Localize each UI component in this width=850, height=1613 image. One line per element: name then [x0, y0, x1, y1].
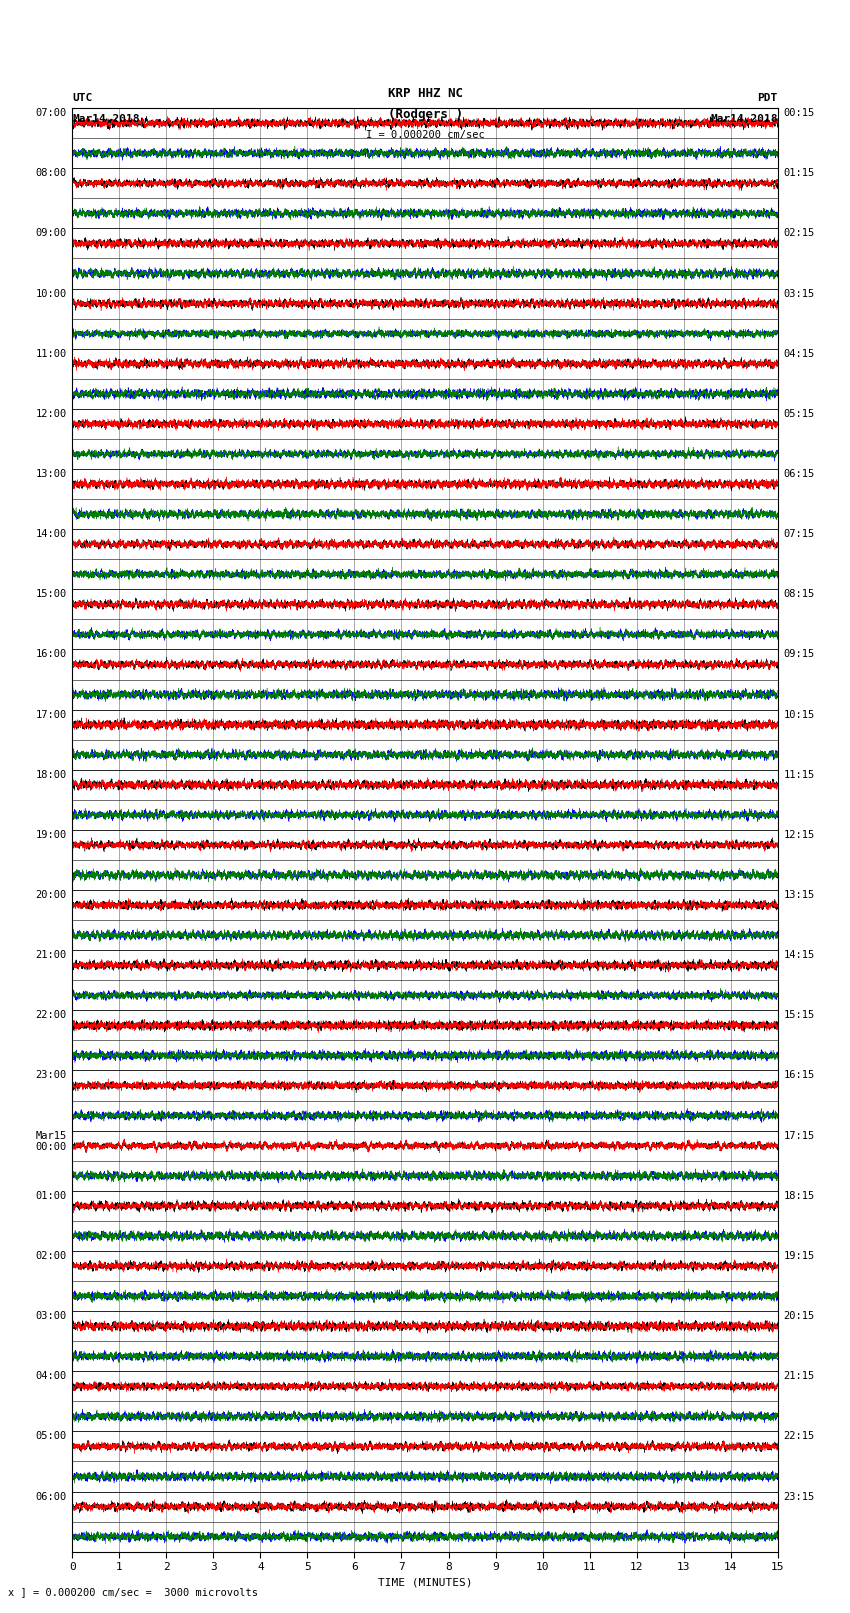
- Text: 19:00: 19:00: [36, 829, 66, 840]
- Text: 16:15: 16:15: [784, 1071, 814, 1081]
- Text: Mar14,2018: Mar14,2018: [711, 115, 778, 124]
- Text: 19:15: 19:15: [784, 1252, 814, 1261]
- Text: 18:15: 18:15: [784, 1190, 814, 1200]
- Text: 03:00: 03:00: [36, 1311, 66, 1321]
- Text: 22:15: 22:15: [784, 1431, 814, 1442]
- Text: 02:15: 02:15: [784, 229, 814, 239]
- Text: 21:00: 21:00: [36, 950, 66, 960]
- Text: 15:15: 15:15: [784, 1010, 814, 1021]
- Text: 05:15: 05:15: [784, 408, 814, 419]
- Text: 07:15: 07:15: [784, 529, 814, 539]
- Text: 05:00: 05:00: [36, 1431, 66, 1442]
- X-axis label: TIME (MINUTES): TIME (MINUTES): [377, 1578, 473, 1587]
- Text: 00:15: 00:15: [784, 108, 814, 118]
- Text: 06:00: 06:00: [36, 1492, 66, 1502]
- Text: 11:00: 11:00: [36, 348, 66, 358]
- Text: x ] = 0.000200 cm/sec =  3000 microvolts: x ] = 0.000200 cm/sec = 3000 microvolts: [8, 1587, 258, 1597]
- Text: Mar15
00:00: Mar15 00:00: [36, 1131, 66, 1152]
- Text: 23:15: 23:15: [784, 1492, 814, 1502]
- Text: UTC: UTC: [72, 94, 93, 103]
- Text: I = 0.000200 cm/sec: I = 0.000200 cm/sec: [366, 131, 484, 140]
- Text: 12:00: 12:00: [36, 408, 66, 419]
- Text: (Rodgers ): (Rodgers ): [388, 108, 462, 121]
- Text: Mar14,2018: Mar14,2018: [72, 115, 139, 124]
- Text: 17:00: 17:00: [36, 710, 66, 719]
- Text: 20:00: 20:00: [36, 890, 66, 900]
- Text: 14:15: 14:15: [784, 950, 814, 960]
- Text: 11:15: 11:15: [784, 769, 814, 779]
- Text: 06:15: 06:15: [784, 469, 814, 479]
- Text: 09:15: 09:15: [784, 650, 814, 660]
- Text: 10:00: 10:00: [36, 289, 66, 298]
- Text: 02:00: 02:00: [36, 1252, 66, 1261]
- Text: 23:00: 23:00: [36, 1071, 66, 1081]
- Text: 14:00: 14:00: [36, 529, 66, 539]
- Text: 13:15: 13:15: [784, 890, 814, 900]
- Text: 12:15: 12:15: [784, 829, 814, 840]
- Text: 13:00: 13:00: [36, 469, 66, 479]
- Text: 01:15: 01:15: [784, 168, 814, 177]
- Text: 10:15: 10:15: [784, 710, 814, 719]
- Text: 03:15: 03:15: [784, 289, 814, 298]
- Text: 16:00: 16:00: [36, 650, 66, 660]
- Text: 01:00: 01:00: [36, 1190, 66, 1200]
- Text: PDT: PDT: [757, 94, 778, 103]
- Text: 09:00: 09:00: [36, 229, 66, 239]
- Text: 17:15: 17:15: [784, 1131, 814, 1140]
- Text: 18:00: 18:00: [36, 769, 66, 779]
- Text: 08:15: 08:15: [784, 589, 814, 600]
- Text: 20:15: 20:15: [784, 1311, 814, 1321]
- Text: 15:00: 15:00: [36, 589, 66, 600]
- Text: 04:15: 04:15: [784, 348, 814, 358]
- Text: KRP HHZ NC: KRP HHZ NC: [388, 87, 462, 100]
- Text: 04:00: 04:00: [36, 1371, 66, 1381]
- Text: 21:15: 21:15: [784, 1371, 814, 1381]
- Text: 22:00: 22:00: [36, 1010, 66, 1021]
- Text: 08:00: 08:00: [36, 168, 66, 177]
- Text: 07:00: 07:00: [36, 108, 66, 118]
